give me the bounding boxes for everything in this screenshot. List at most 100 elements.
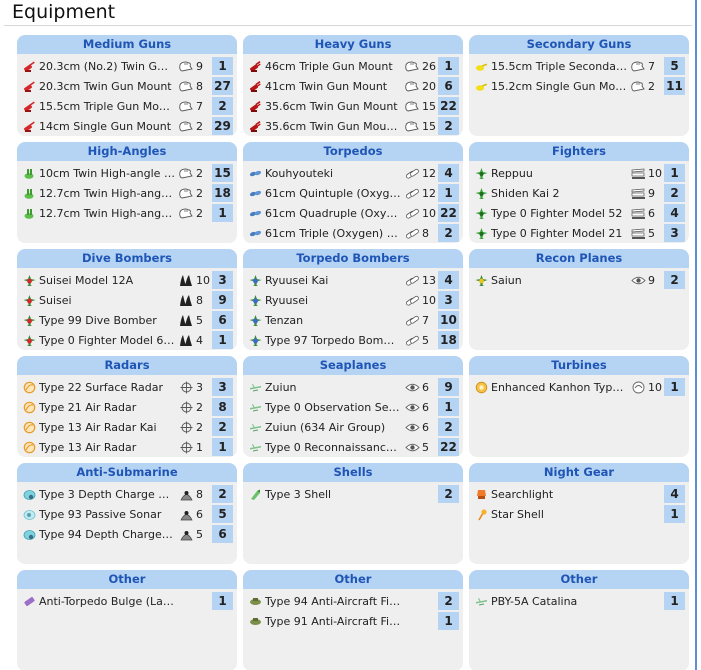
accuracy-crosshair-icon — [179, 401, 194, 414]
equipment-row[interactable]: PBY-5A Catalina 1 — [469, 591, 689, 611]
panel-shells: Shells Type 3 Shell 2 — [243, 463, 463, 564]
equipment-name: Type 21 Air Radar — [39, 400, 137, 414]
equipment-row[interactable]: Type 0 Fighter Model 52 6 4 — [469, 203, 689, 223]
equipment-row[interactable]: Type 0 Fighter Model 62 (Fighter-bomber)… — [17, 330, 237, 350]
equipment-row[interactable]: Type 0 Observation Seaplane 61 — [243, 397, 463, 417]
count-badge: 2 — [438, 485, 459, 503]
firepower-fist-icon — [179, 80, 194, 93]
equipment-name: Enhanced Kanhon Type Turbine — [491, 380, 627, 394]
equipment-row[interactable]: Type 0 Fighter Model 21 5 3 — [469, 223, 689, 243]
panel-header: Recon Planes — [469, 249, 689, 268]
equipment-row[interactable]: Type 3 Shell 2 — [243, 484, 463, 504]
equipment-row[interactable]: Kouhyouteki 12 4 — [243, 163, 463, 183]
equipment-row[interactable]: Type 94 Depth Charge Projector 56 — [17, 524, 237, 544]
stat-value: 15 — [422, 99, 436, 113]
equipment-list: Type 3 Shell 2 — [243, 482, 463, 504]
yellow-gun-icon — [475, 60, 488, 73]
firepower-fist-icon — [405, 100, 420, 113]
equipment-row[interactable]: Type 97 Torpedo Bomber 5 18 — [243, 330, 463, 350]
equipment-row[interactable]: 61cm Triple (Oxygen) Torpedo Mount 82 — [243, 223, 463, 243]
count-badge: 27 — [212, 77, 233, 95]
equipment-row[interactable]: Type 94 Anti-Aircraft Fire Director 2 — [243, 591, 463, 611]
equipment-row[interactable]: Suisei 8 9 — [17, 290, 237, 310]
dark-red-gun-icon — [249, 120, 262, 133]
count-badge: 2 — [212, 97, 233, 115]
equipment-row[interactable]: Reppuu 10 1 — [469, 163, 689, 183]
equipment-row[interactable]: Type 0 Reconnaissance Seaplane 5 22 — [243, 437, 463, 457]
equipment-name: Type 93 Passive Sonar — [39, 507, 162, 521]
equipment-row[interactable]: Type 3 Depth Charge Projector 82 — [17, 484, 237, 504]
equipment-row[interactable]: 20.3cm (No.2) Twin Gun Mount 91 — [17, 56, 237, 76]
equipment-row[interactable]: Ryuusei Kai 13 4 — [243, 270, 463, 290]
equipment-row[interactable]: 41cm Twin Gun Mount 20 6 — [243, 76, 463, 96]
title-divider — [4, 25, 692, 26]
equipment-row[interactable]: 61cm Quintuple (Oxygen) Torpedo Mount 121 — [243, 183, 463, 203]
firepower-fist-icon — [631, 80, 646, 93]
equipment-row[interactable]: 10cm Twin High-angle Gun Mount 2 15 — [17, 163, 237, 183]
equipment-grid: Medium Guns 20.3cm (No.2) Twin Gun Mount 9… — [17, 35, 690, 670]
equipment-row[interactable]: 20.3cm Twin Gun Mount 8 27 — [17, 76, 237, 96]
equipment-row[interactable]: Type 13 Air Radar Kai 2 2 — [17, 417, 237, 437]
asw-stat-icon — [179, 508, 194, 521]
equipment-row[interactable]: Type 93 Passive Sonar 6 5 — [17, 504, 237, 524]
equipment-row[interactable]: Type 99 Dive Bomber 5 6 — [17, 310, 237, 330]
equipment-row[interactable]: Saiun 9 2 — [469, 270, 689, 290]
firepower-fist-icon — [405, 60, 420, 73]
firepower-fist-icon — [179, 60, 194, 73]
stat-value: 6 — [422, 420, 429, 434]
equipment-row[interactable]: Type 91 Anti-Aircraft Fire Director 1 — [243, 611, 463, 631]
count-badge: 22 — [438, 438, 459, 456]
bombing-stat-icon — [179, 334, 194, 347]
sonar-icon — [23, 508, 36, 521]
stat-value: 13 — [422, 273, 436, 287]
equipment-row[interactable]: Suisei Model 12A 10 3 — [17, 270, 237, 290]
equipment-row[interactable]: Star Shell 1 — [469, 504, 689, 524]
equipment-row[interactable]: Type 13 Air Radar 1 1 — [17, 437, 237, 457]
panel-other: Other Anti-Torpedo Bulge (Large) 1 — [17, 570, 237, 670]
equipment-name: 61cm Quintuple (Oxygen) Torpedo Mount — [265, 186, 401, 200]
equipment-row[interactable]: 61cm Quadruple (Oxygen) Torpedo Mount 102… — [243, 203, 463, 223]
equipment-row[interactable]: Searchlight 4 — [469, 484, 689, 504]
equipment-row[interactable]: 46cm Triple Gun Mount 26 1 — [243, 56, 463, 76]
equipment-row[interactable]: 14cm Single Gun Mount 2 29 — [17, 116, 237, 136]
count-badge: 29 — [212, 117, 233, 135]
equipment-name: Ryuusei — [265, 293, 309, 307]
equipment-name: 15.5cm Triple Gun Mount — [39, 99, 175, 113]
equipment-row[interactable]: Zuiun 6 9 — [243, 377, 463, 397]
equipment-row[interactable]: Enhanced Kanhon Type Turbine 101 — [469, 377, 689, 397]
equipment-row[interactable]: 12.7cm Twin High-angle Gun Mount 2 18 — [17, 183, 237, 203]
anti-air-stat-icon — [631, 207, 646, 220]
equipment-row[interactable]: Anti-Torpedo Bulge (Large) 1 — [17, 591, 237, 611]
equipment-row[interactable]: 15.2cm Single Gun Mount 2 11 — [469, 76, 689, 96]
count-badge: 1 — [438, 184, 459, 202]
panel-secondary-guns: Secondary Guns 15.5cm Triple Secondary Gu… — [469, 35, 689, 136]
count-badge: 3 — [664, 224, 685, 242]
equipment-row[interactable]: Type 22 Surface Radar 3 3 — [17, 377, 237, 397]
equipment-row[interactable]: 15.5cm Triple Secondary Gun Mount 75 — [469, 56, 689, 76]
equipment-row[interactable]: Tenzan 7 10 — [243, 310, 463, 330]
equipment-row[interactable]: 35.6cm Twin Gun Mount 15 22 — [243, 96, 463, 116]
equipment-name: Type 94 Anti-Aircraft Fire Director — [265, 594, 401, 608]
count-badge: 6 — [212, 525, 233, 543]
stat-value: 20 — [422, 79, 436, 93]
panel-medium-guns: Medium Guns 20.3cm (No.2) Twin Gun Mount 9… — [17, 35, 237, 136]
count-badge: 6 — [212, 311, 233, 329]
count-badge: 1 — [438, 612, 459, 630]
equipment-row[interactable]: 35.6cm Twin Gun Mount (Dazzle Camouflage… — [243, 116, 463, 136]
dark-red-gun-icon — [249, 60, 262, 73]
stat-value: 8 — [196, 293, 203, 307]
equipment-row[interactable]: Type 21 Air Radar 2 8 — [17, 397, 237, 417]
equipment-row[interactable]: 15.5cm Triple Gun Mount 7 2 — [17, 96, 237, 116]
equipment-name: Ryuusei Kai — [265, 273, 329, 287]
equipment-list: 15.5cm Triple Secondary Gun Mount7515.2c… — [469, 54, 689, 96]
equipment-row[interactable]: Zuiun (634 Air Group) 6 2 — [243, 417, 463, 437]
torpedo-icon — [249, 187, 262, 200]
equipment-row[interactable]: 12.7cm Twin High-angle Gun Mount (Late M… — [17, 203, 237, 223]
stat-value: 15 — [422, 119, 436, 133]
equipment-row[interactable]: Ryuusei 10 3 — [243, 290, 463, 310]
seaplane-icon — [475, 595, 488, 608]
count-badge: 22 — [438, 97, 459, 115]
panel-header: Medium Guns — [17, 35, 237, 54]
